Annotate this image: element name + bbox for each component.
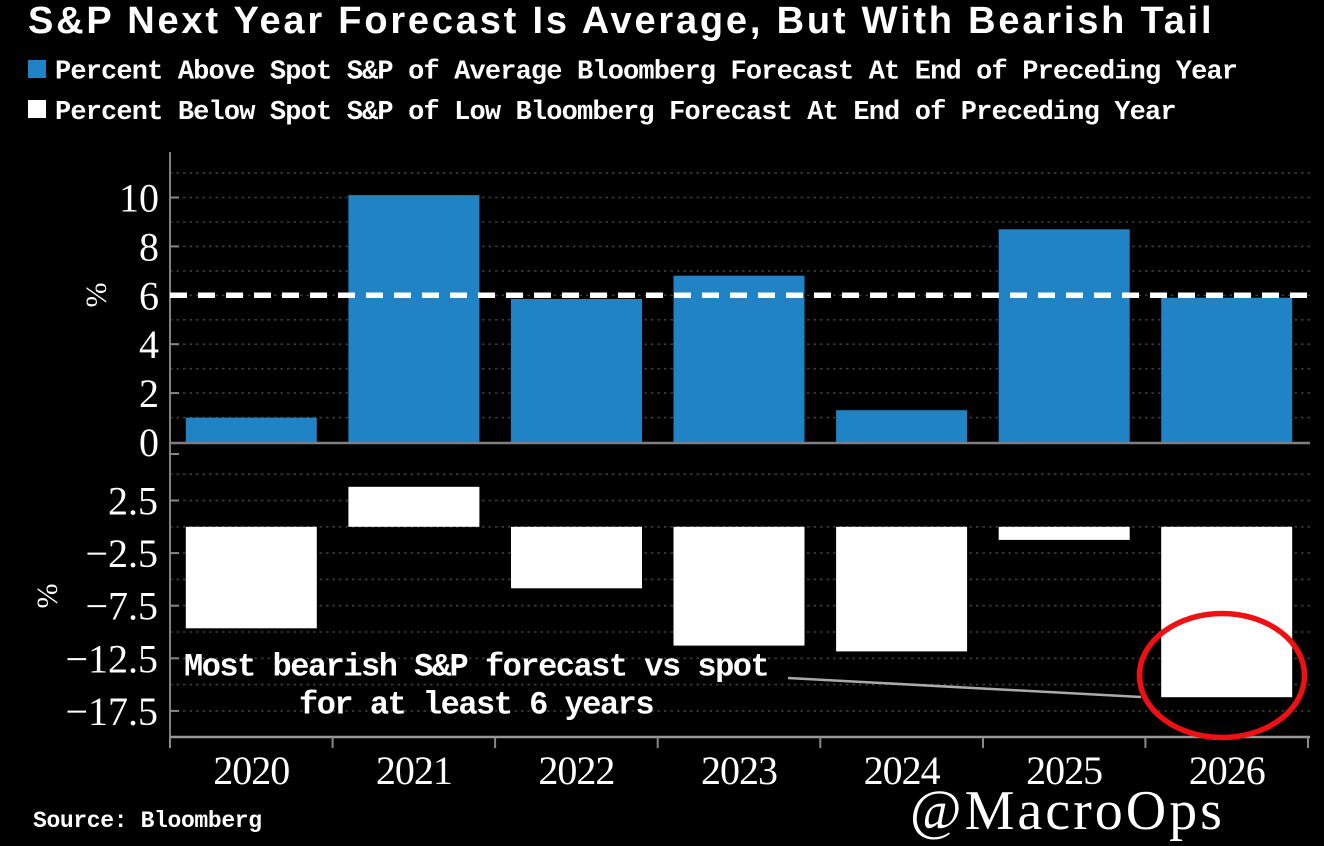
svg-text:2023: 2023 — [701, 748, 777, 793]
svg-text:2026: 2026 — [1189, 748, 1265, 793]
svg-text:2025: 2025 — [1026, 748, 1102, 793]
svg-text:S&P Next Year Forecast Is Aver: S&P Next Year Forecast Is Average, But W… — [28, 0, 1214, 42]
svg-text:10: 10 — [119, 176, 159, 221]
svg-text:2021: 2021 — [376, 748, 452, 793]
svg-text:2020: 2020 — [213, 748, 289, 793]
svg-text:Source: Bloomberg: Source: Bloomberg — [33, 808, 262, 834]
svg-text:Percent Below Spot S&P of Low: Percent Below Spot S&P of Low Bloomberg … — [55, 98, 1176, 128]
svg-text:Most bearish S&P forecast vs s: Most bearish S&P forecast vs spot — [184, 649, 768, 686]
svg-text:2: 2 — [139, 371, 159, 416]
svg-text:%: % — [80, 283, 113, 308]
svg-text:4: 4 — [139, 322, 159, 367]
svg-text:2022: 2022 — [538, 748, 614, 793]
svg-text:for at least 6 years: for at least 6 years — [299, 687, 653, 724]
svg-text:2024: 2024 — [864, 748, 941, 793]
svg-text:−17.5: −17.5 — [65, 689, 158, 734]
svg-text:−7.5: −7.5 — [85, 584, 158, 629]
svg-text:−2.5: −2.5 — [85, 531, 158, 576]
svg-text:2.5: 2.5 — [108, 479, 158, 524]
svg-text:6: 6 — [139, 273, 159, 318]
svg-text:Percent Above Spot S&P of Aver: Percent Above Spot S&P of Average Bloomb… — [55, 58, 1237, 88]
svg-text:%: % — [31, 584, 64, 609]
svg-text:−12.5: −12.5 — [65, 636, 158, 681]
svg-text:@MacroOps: @MacroOps — [910, 780, 1225, 842]
svg-text:0: 0 — [139, 420, 159, 465]
svg-text:8: 8 — [139, 224, 159, 269]
